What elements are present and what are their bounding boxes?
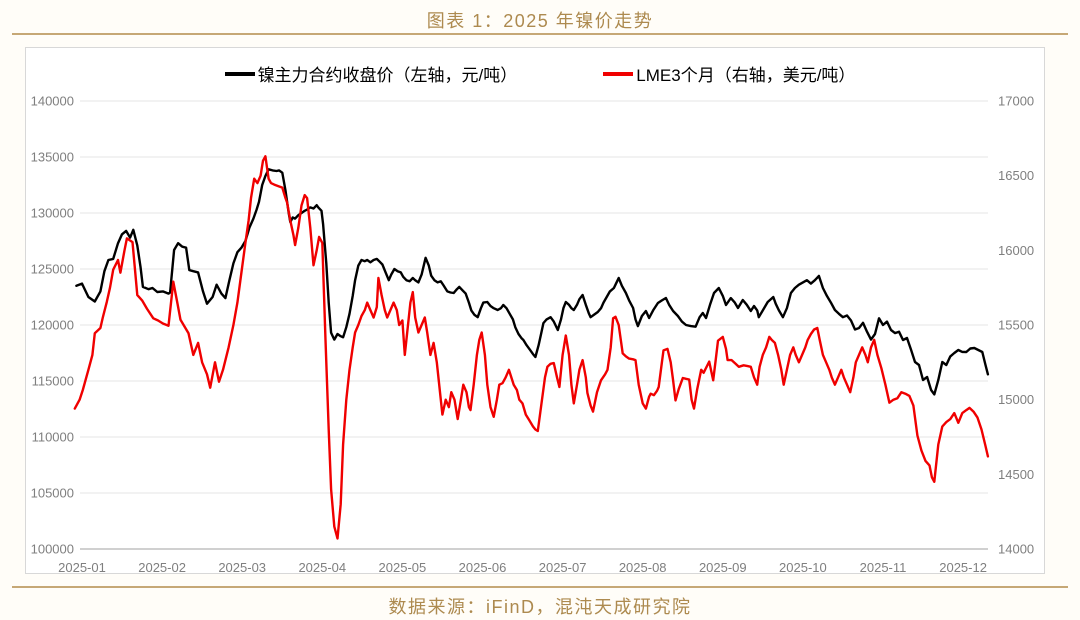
bottom-divider (12, 586, 1068, 588)
series-line-lme-3m (73, 155, 990, 540)
legend-label-nickel-main: 镍主力合约收盘价（左轴，元/吨） (257, 66, 518, 85)
right-axis-tick-label: 14500 (998, 467, 1034, 482)
legend-item-nickel-main: 镍主力合约收盘价（左轴，元/吨） (224, 61, 518, 86)
left-axis-tick-label: 125000 (31, 262, 74, 277)
left-axis-tick-label: 140000 (31, 94, 74, 109)
right-axis-tick-label: 16000 (998, 243, 1034, 258)
x-axis-tick-label: 2025-04 (298, 560, 346, 575)
left-axis-tick-label: 110000 (32, 430, 74, 445)
x-axis-tick-label: 2025-06 (459, 560, 507, 575)
legend-line-swatch-red (603, 71, 634, 76)
chart-legend: 镍主力合约收盘价（左轴，元/吨） LME3个月（右轴，美元/吨） (0, 61, 1080, 86)
right-axis-tick-label: 14000 (998, 542, 1034, 557)
chart-frame (25, 47, 1045, 574)
x-axis-tick-label: 2025-12 (939, 560, 987, 575)
x-axis-tick-label: 2025-09 (699, 560, 747, 575)
legend-item-lme-3m: LME3个月（右轴，美元/吨） (603, 61, 855, 86)
x-axis-tick-label: 2025-11 (860, 560, 907, 575)
x-axis-tick-label: 2025-05 (379, 560, 427, 575)
legend-line-swatch-black (224, 71, 255, 76)
x-axis-tick-label: 2025-02 (138, 560, 186, 575)
left-axis-tick-label: 135000 (31, 150, 74, 165)
x-axis-tick-label: 2025-01 (58, 560, 106, 575)
x-axis-tick-label: 2025-10 (779, 560, 827, 575)
right-axis-tick-label: 17000 (998, 94, 1034, 109)
left-axis-tick-label: 130000 (31, 206, 74, 221)
right-axis-tick-label: 16500 (998, 168, 1034, 183)
x-axis-tick-label: 2025-07 (539, 560, 587, 575)
legend-label-lme-3m: LME3个月（右轴，美元/吨） (636, 66, 856, 85)
data-source-note: 数据来源：iFinD，混沌天成研究院 (388, 597, 692, 617)
top-divider (12, 33, 1068, 35)
series-line-nickel-main (75, 168, 990, 396)
right-axis-tick-label: 15500 (998, 318, 1034, 333)
x-axis-tick-label: 2025-03 (218, 560, 266, 575)
left-axis-tick-label: 100000 (31, 542, 74, 557)
left-axis-tick-label: 120000 (31, 318, 74, 333)
x-axis-tick-label: 2025-08 (619, 560, 667, 575)
right-axis-tick-label: 15000 (998, 392, 1034, 407)
left-axis-tick-label: 115000 (32, 374, 74, 389)
chart-title: 图表 1：2025 年镍价走势 (426, 11, 654, 31)
left-axis-tick-label: 105000 (31, 486, 74, 501)
